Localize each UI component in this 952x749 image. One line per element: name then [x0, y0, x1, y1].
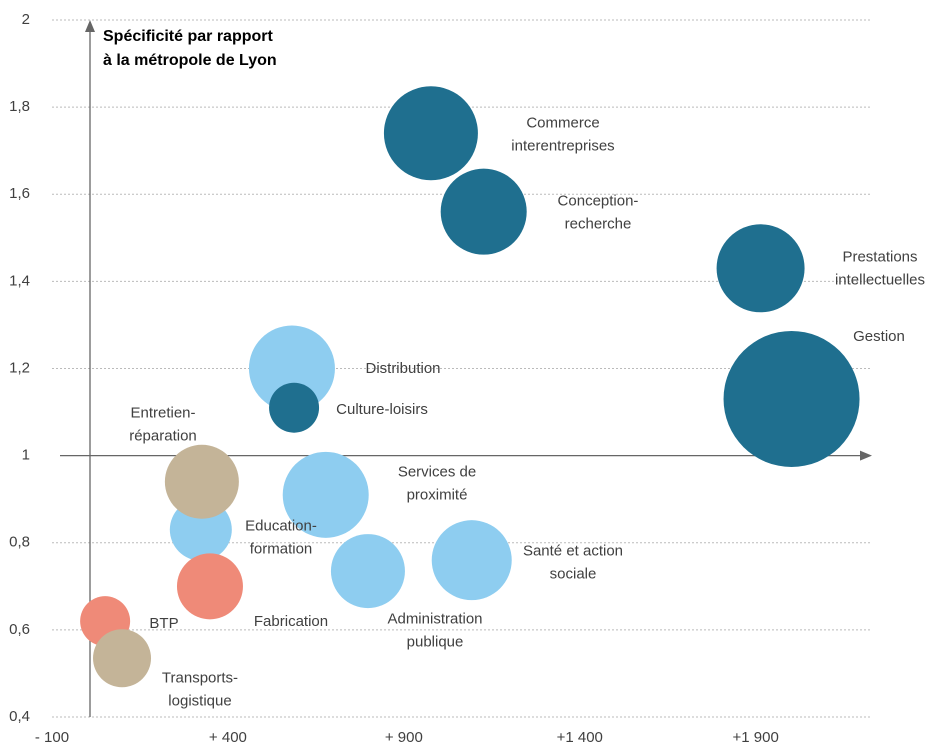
bubble-label: Fabrication: [254, 613, 328, 630]
x-tick-label: - 100: [35, 729, 69, 746]
bubble-label: Transports-logistique: [162, 669, 238, 709]
bubble-label: Entretien-réparation: [129, 404, 197, 444]
bubble: [248, 325, 335, 412]
x-tick-label: +1 400: [557, 729, 603, 746]
y-tick-label: 1,4: [9, 272, 30, 289]
bubble-label: Administration publique: [387, 610, 482, 650]
bubble: [269, 382, 320, 433]
bubble: [723, 330, 860, 467]
bubble: [440, 168, 527, 255]
y-tick-label: 0,8: [9, 534, 30, 551]
y-tick-label: 1,6: [9, 185, 30, 202]
bubble-label: Distribution: [365, 360, 440, 377]
y-tick-label: 1,8: [9, 98, 30, 115]
bubble-label: Conception-recherche: [558, 192, 639, 232]
y-tick-label: 0,6: [9, 621, 30, 638]
x-tick-label: + 400: [209, 729, 247, 746]
bubble: [383, 86, 478, 181]
y-tick-label: 1,2: [9, 359, 30, 376]
bubble-label: Santé et action sociale: [523, 542, 623, 582]
bubble: [282, 451, 369, 538]
y-tick-label: 0,4: [9, 708, 30, 725]
bubble: [431, 520, 512, 601]
bubble: [164, 444, 239, 519]
x-tick-label: +1 900: [733, 729, 779, 746]
bubble-label: Education-formation: [245, 517, 317, 557]
bubble-label: Prestations intellectuelles: [835, 248, 925, 288]
bubble: [93, 629, 152, 688]
bubble-label: Commerce interentreprises: [511, 114, 614, 154]
bubble-label: Services de proximité: [398, 463, 476, 503]
x-tick-label: + 900: [385, 729, 423, 746]
bubble: [716, 224, 805, 313]
chart-title: Spécificité par rapport à la métropole de…: [103, 28, 277, 69]
bubble-label: BTP: [149, 615, 178, 632]
plot: Commerce interentreprises Conception-reche…: [80, 86, 925, 709]
bubble: [176, 553, 243, 620]
bubble: [330, 534, 405, 609]
bubble-label: Culture-loisirs: [336, 401, 428, 418]
y-tick-label: 2: [22, 11, 30, 28]
y-tick-label: 1: [22, 447, 30, 464]
bubble-label: Gestion: [853, 328, 905, 345]
